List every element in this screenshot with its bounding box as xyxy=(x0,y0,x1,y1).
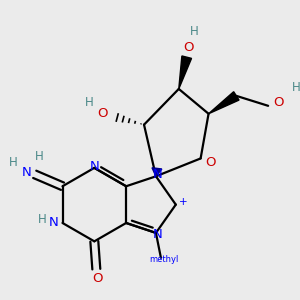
Text: methyl: methyl xyxy=(149,255,178,264)
Polygon shape xyxy=(208,92,239,114)
Text: O: O xyxy=(97,107,108,120)
Text: N: N xyxy=(49,217,58,230)
Text: N: N xyxy=(89,160,99,173)
Text: O: O xyxy=(273,96,283,109)
Text: H: H xyxy=(8,156,17,169)
Text: O: O xyxy=(184,41,194,54)
Polygon shape xyxy=(152,168,162,176)
Text: O: O xyxy=(92,272,103,285)
Text: H: H xyxy=(190,25,199,38)
Polygon shape xyxy=(179,56,191,89)
Text: H: H xyxy=(35,150,44,163)
Text: N: N xyxy=(153,168,163,181)
Text: H: H xyxy=(85,96,94,109)
Text: H: H xyxy=(38,212,47,226)
Text: O: O xyxy=(205,156,216,169)
Text: H: H xyxy=(292,81,300,94)
Text: +: + xyxy=(179,196,188,207)
Text: N: N xyxy=(153,228,163,242)
Text: N: N xyxy=(22,166,32,179)
